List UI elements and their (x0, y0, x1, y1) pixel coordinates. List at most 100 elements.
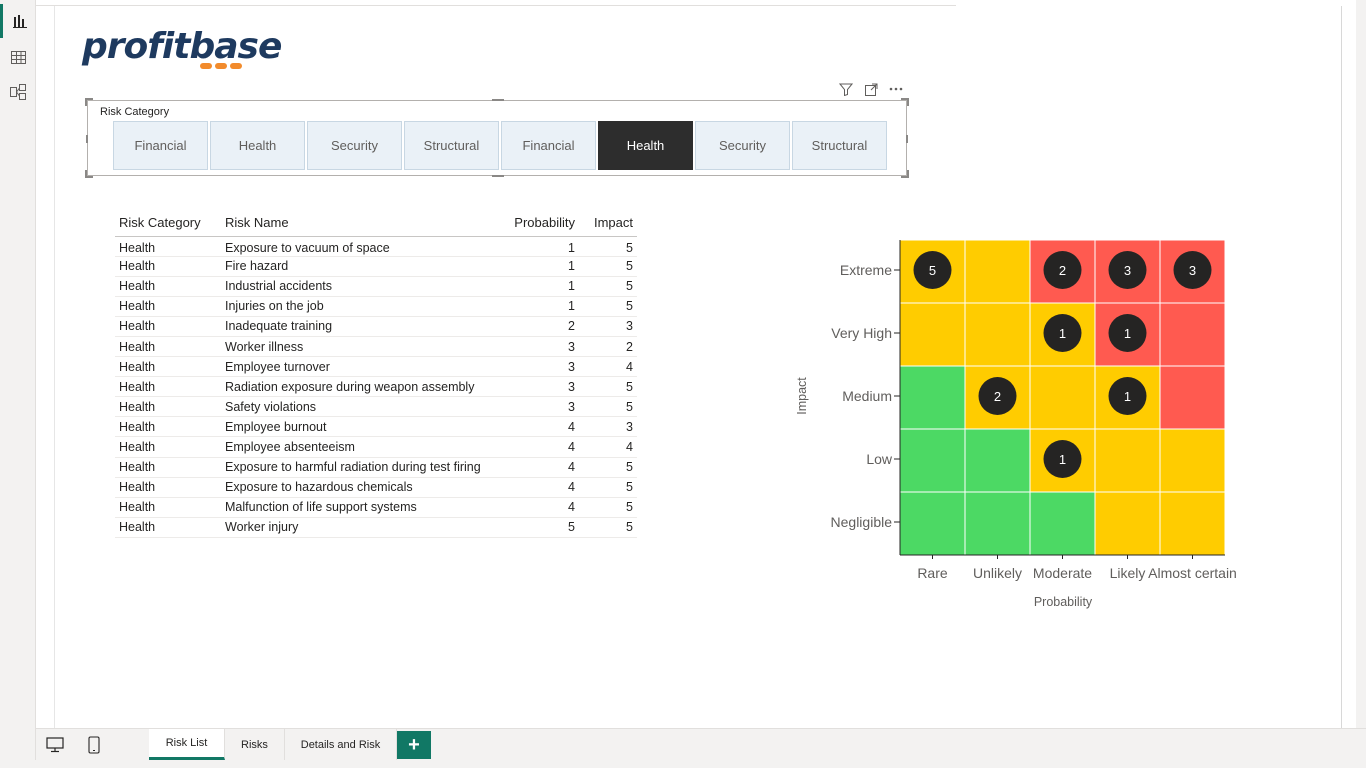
column-header-risk-name[interactable]: Risk Name (225, 210, 509, 237)
risk-count-bubble[interactable]: 3 (1173, 251, 1212, 289)
cell-impact: 5 (583, 497, 637, 518)
table-row[interactable]: Health Safety violations 3 5 (115, 396, 637, 418)
matrix-cell[interactable] (899, 302, 966, 367)
table-row[interactable]: Health Radiation exposure during weapon a… (115, 376, 637, 398)
cell-impact: 4 (583, 356, 637, 378)
y-tick-label: Negligible (831, 514, 893, 530)
risk-count-bubble[interactable]: 1 (1043, 314, 1082, 352)
table-row[interactable]: Health Fire hazard 1 5 (115, 256, 637, 277)
cell-risk-category: Health (115, 497, 225, 518)
cell-probability: 5 (509, 517, 583, 538)
matrix-cell[interactable] (899, 491, 966, 556)
slicer-option-health[interactable]: Health (210, 121, 305, 170)
risk-count-bubble[interactable]: 2 (1043, 251, 1082, 289)
matrix-cell[interactable] (1029, 365, 1096, 430)
cell-risk-category: Health (115, 356, 225, 378)
add-page-button[interactable]: + (397, 731, 431, 759)
desktop-layout-icon[interactable] (43, 733, 67, 757)
matrix-cell[interactable] (1159, 302, 1226, 367)
risk-category-slicer[interactable]: Risk Category Financial Health Security … (85, 98, 909, 178)
table-row[interactable]: Health Employee turnover 3 4 (115, 356, 637, 378)
cell-risk-name: Worker injury (225, 517, 509, 538)
table-row[interactable]: Health Worker injury 5 5 (115, 517, 637, 538)
report-view-icon[interactable] (0, 4, 36, 38)
cell-probability: 4 (509, 457, 583, 478)
cell-impact: 5 (583, 396, 637, 418)
table-row[interactable]: Health Exposure to vacuum of space 1 5 (115, 236, 637, 257)
x-tick-label: Almost certain (1148, 565, 1237, 581)
table-row[interactable]: Health Exposure to hazardous chemicals 4 5 (115, 477, 637, 498)
table-row[interactable]: Health Employee burnout 4 3 (115, 416, 637, 438)
tab-risk-list[interactable]: Risk List (149, 729, 225, 760)
y-tick-label: Medium (842, 388, 892, 404)
focus-mode-icon[interactable] (863, 82, 879, 96)
cell-risk-category: Health (115, 256, 225, 277)
risk-table: Risk Category Risk Name Probability Impa… (115, 210, 637, 538)
table-view-icon[interactable] (0, 40, 36, 74)
mobile-layout-icon[interactable] (82, 733, 106, 757)
table-row[interactable]: Health Industrial accidents 1 5 (115, 276, 637, 297)
cell-impact: 5 (583, 296, 637, 317)
cell-probability: 3 (509, 356, 583, 378)
bubble-label: 2 (1059, 263, 1066, 278)
slicer-option-financial[interactable]: Financial (501, 121, 596, 170)
column-header-impact[interactable]: Impact (583, 210, 637, 237)
vertical-scrollbar[interactable] (1356, 0, 1366, 728)
matrix-cell[interactable] (899, 365, 966, 430)
matrix-cell[interactable] (1094, 491, 1161, 556)
bubble-label: 2 (994, 389, 1001, 404)
risk-count-bubble[interactable]: 1 (1108, 377, 1147, 415)
cell-risk-category: Health (115, 376, 225, 398)
matrix-cell[interactable] (899, 428, 966, 493)
slicer-option-structural[interactable]: Structural (404, 121, 499, 170)
risk-count-bubble[interactable]: 1 (1043, 440, 1082, 478)
cell-risk-name: Industrial accidents (225, 276, 509, 297)
matrix-cell[interactable] (1159, 491, 1226, 556)
matrix-cell[interactable] (964, 428, 1031, 493)
matrix-cell[interactable] (964, 491, 1031, 556)
tab-risks[interactable]: Risks (225, 729, 285, 760)
table-row[interactable]: Health Inadequate training 2 3 (115, 316, 637, 337)
matrix-cell[interactable] (1159, 365, 1226, 430)
slicer-option-health-selected[interactable]: Health (598, 121, 693, 170)
slicer-option-security[interactable]: Security (307, 121, 402, 170)
filter-icon[interactable] (838, 82, 854, 96)
cell-risk-category: Health (115, 517, 225, 538)
more-options-icon[interactable] (888, 82, 904, 96)
cell-risk-name: Exposure to vacuum of space (225, 236, 509, 257)
matrix-cell[interactable] (1029, 491, 1096, 556)
visual-header (838, 82, 904, 96)
cell-probability: 2 (509, 316, 583, 337)
cell-impact: 5 (583, 457, 637, 478)
slicer-option-structural[interactable]: Structural (792, 121, 887, 170)
risk-count-bubble[interactable]: 1 (1108, 314, 1147, 352)
risk-count-bubble[interactable]: 2 (978, 377, 1017, 415)
model-view-icon[interactable] (0, 75, 36, 109)
cell-risk-name: Employee turnover (225, 356, 509, 378)
table-row[interactable]: Health Injuries on the job 1 5 (115, 296, 637, 317)
cell-risk-category: Health (115, 457, 225, 478)
table-row[interactable]: Health Malfunction of life support system… (115, 497, 637, 518)
cell-probability: 1 (509, 256, 583, 277)
column-header-probability[interactable]: Probability (509, 210, 583, 237)
cell-risk-category: Health (115, 296, 225, 317)
table-row[interactable]: Health Employee absenteeism 4 4 (115, 436, 637, 458)
slicer-option-financial[interactable]: Financial (113, 121, 208, 170)
risk-count-bubble[interactable]: 3 (1108, 251, 1147, 289)
cell-probability: 1 (509, 236, 583, 257)
table-row[interactable]: Health Worker illness 3 2 (115, 336, 637, 358)
table-row[interactable]: Health Exposure to harmful radiation duri… (115, 457, 637, 478)
risk-count-bubble[interactable]: 5 (913, 251, 952, 289)
cell-probability: 3 (509, 396, 583, 418)
matrix-cell[interactable] (964, 239, 1031, 304)
cell-risk-name: Safety violations (225, 396, 509, 418)
column-header-risk-category[interactable]: Risk Category (115, 210, 225, 237)
tab-details-and-risk[interactable]: Details and Risk (285, 729, 397, 760)
slicer-option-security[interactable]: Security (695, 121, 790, 170)
bubble-circle (913, 251, 952, 289)
matrix-cell[interactable] (964, 302, 1031, 367)
bubble-circle (1043, 314, 1082, 352)
matrix-cell[interactable] (1094, 428, 1161, 493)
matrix-cell[interactable] (1159, 428, 1226, 493)
cell-risk-name: Inadequate training (225, 316, 509, 337)
